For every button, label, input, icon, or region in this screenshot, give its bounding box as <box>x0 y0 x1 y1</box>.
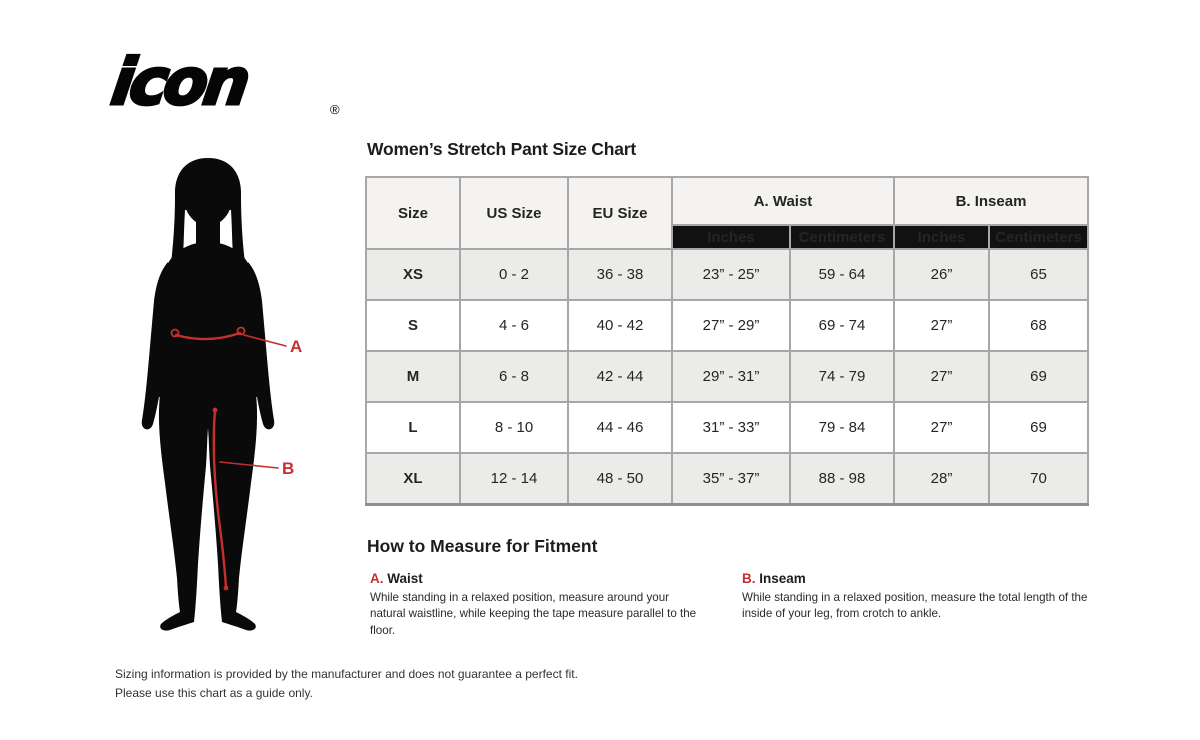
silhouette-right-arm <box>244 262 275 430</box>
table-subheader-row: Inches Centimeters Inches Centimeters <box>366 224 1089 250</box>
inseam-bottom-dot <box>223 585 229 591</box>
brand-logo-text: icon <box>107 45 252 120</box>
cell-waist-inches: 31” - 33” <box>671 401 791 454</box>
table-header-row: Size US Size EU Size A. Waist B. Inseam <box>365 176 1089 250</box>
col-header-waist: A. Waist <box>671 176 895 226</box>
cell-waist-centimeters: 59 - 64 <box>789 248 895 301</box>
measure-waist-key: A. <box>370 571 384 586</box>
disclaimer-line-2: Please use this chart as a guide only. <box>115 685 313 700</box>
measure-waist-text: While standing in a relaxed position, me… <box>370 591 697 637</box>
col-header-eu-size: EU Size <box>567 176 673 250</box>
waist-tape-end-left <box>170 328 180 338</box>
table-row-l: L 8 - 10 44 - 46 31” - 33” 79 - 84 27” 6… <box>365 401 1089 454</box>
measure-instruction-waist: A. Waist While standing in a relaxed pos… <box>370 571 702 639</box>
measure-inseam-key: B. <box>742 571 756 586</box>
cell-waist-inches: 35” - 37” <box>671 452 791 505</box>
cell-inseam-centimeters: 68 <box>988 299 1089 352</box>
measure-inseam-name: Inseam <box>759 571 806 586</box>
cell-inseam-centimeters: 69 <box>988 401 1089 454</box>
howto-heading: How to Measure for Fitment <box>367 536 598 556</box>
measure-instruction-inseam: B. Inseam While standing in a relaxed po… <box>742 571 1090 623</box>
inseam-top-dot <box>212 407 218 413</box>
cell-size: S <box>365 299 461 352</box>
silhouette-left-arm <box>141 262 172 430</box>
cell-size: L <box>365 401 461 454</box>
measure-waist-name: Waist <box>387 571 423 586</box>
page-title: Women’s Stretch Pant Size Chart <box>367 139 636 159</box>
subheader-waist-inches: Inches <box>671 224 791 250</box>
cell-waist-inches: 23” - 25” <box>671 248 791 301</box>
cell-inseam-inches: 27” <box>893 401 990 454</box>
disclaimer-line-1: Sizing information is provided by the ma… <box>115 667 578 681</box>
subheader-waist-centimeters: Centimeters <box>789 224 895 250</box>
waist-tape-end-right <box>236 326 246 336</box>
cell-waist-centimeters: 74 - 79 <box>789 350 895 403</box>
cell-inseam-inches: 27” <box>893 299 990 352</box>
silhouette-legs <box>158 394 258 631</box>
measure-inseam-text: While standing in a relaxed position, me… <box>742 591 1088 621</box>
figure-silhouette: A B <box>141 158 302 631</box>
col-header-size: Size <box>365 176 461 250</box>
cell-size: M <box>365 350 461 403</box>
table-row-xl: XL 12 - 14 48 - 50 35” - 37” 88 - 98 28”… <box>365 452 1089 505</box>
col-header-inseam: B. Inseam <box>893 176 1089 226</box>
cell-eu-size: 40 - 42 <box>567 299 673 352</box>
cell-us-size: 0 - 2 <box>459 248 569 301</box>
cell-waist-inches: 27” - 29” <box>671 299 791 352</box>
measure-waist-label: A. Waist <box>370 571 702 586</box>
cell-inseam-inches: 26” <box>893 248 990 301</box>
measure-inseam-label: B. Inseam <box>742 571 1090 586</box>
cell-us-size: 6 - 8 <box>459 350 569 403</box>
brand-logo: icon ® <box>106 44 340 122</box>
cell-size: XL <box>365 452 461 505</box>
cell-inseam-centimeters: 69 <box>988 350 1089 403</box>
silhouette-head <box>183 162 233 226</box>
cell-waist-centimeters: 79 - 84 <box>789 401 895 454</box>
waist-pointer-line <box>243 334 287 347</box>
cell-eu-size: 42 - 44 <box>567 350 673 403</box>
size-table: Size US Size EU Size A. Waist B. Inseam … <box>365 176 1089 506</box>
cell-inseam-centimeters: 70 <box>988 452 1089 505</box>
cell-waist-centimeters: 69 - 74 <box>789 299 895 352</box>
inseam-measure-line <box>212 408 228 590</box>
col-header-us-size: US Size <box>459 176 569 250</box>
table-row-m: M 6 - 8 42 - 44 29” - 31” 74 - 79 27” 69 <box>365 350 1089 403</box>
cell-inseam-centimeters: 65 <box>988 248 1089 301</box>
cell-us-size: 12 - 14 <box>459 452 569 505</box>
cell-size: XS <box>365 248 461 301</box>
cell-waist-centimeters: 88 - 98 <box>789 452 895 505</box>
waist-measure-line <box>174 331 242 341</box>
subheader-inseam-inches: Inches <box>893 224 990 250</box>
cell-inseam-inches: 27” <box>893 350 990 403</box>
cell-waist-inches: 29” - 31” <box>671 350 791 403</box>
cell-inseam-inches: 28” <box>893 452 990 505</box>
cell-eu-size: 44 - 46 <box>567 401 673 454</box>
waist-label-a: A <box>290 337 302 356</box>
cell-eu-size: 36 - 38 <box>567 248 673 301</box>
table-row-xs: XS 0 - 2 36 - 38 23” - 25” 59 - 64 26” 6… <box>365 248 1089 301</box>
inseam-label-b: B <box>282 459 294 478</box>
inseam-pointer-line <box>219 461 279 469</box>
cell-eu-size: 48 - 50 <box>567 452 673 505</box>
disclaimer: Sizing information is provided by the ma… <box>115 665 578 702</box>
cell-us-size: 4 - 6 <box>459 299 569 352</box>
silhouette-torso <box>155 242 261 397</box>
table-row-s: S 4 - 6 40 - 42 27” - 29” 69 - 74 27” 68 <box>365 299 1089 352</box>
cell-us-size: 8 - 10 <box>459 401 569 454</box>
subheader-inseam-centimeters: Centimeters <box>988 224 1089 250</box>
registered-trademark: ® <box>330 102 340 117</box>
